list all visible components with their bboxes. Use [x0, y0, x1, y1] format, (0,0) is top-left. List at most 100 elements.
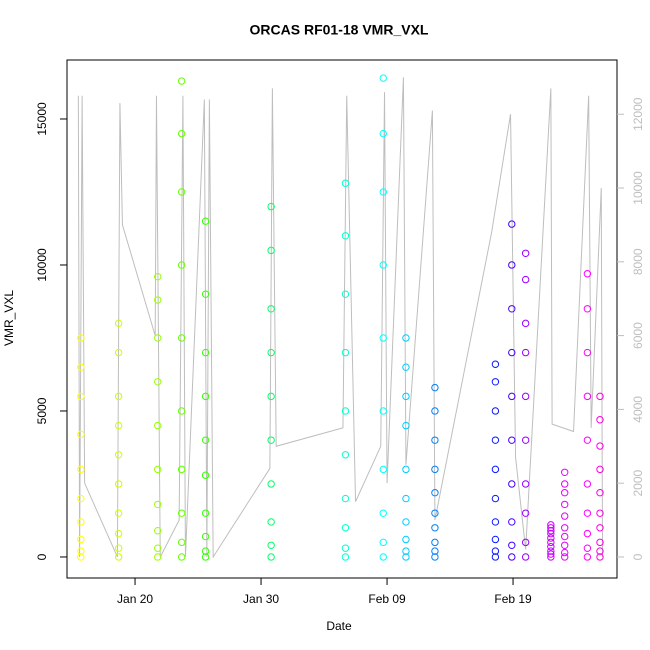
- data-point: [267, 392, 275, 401]
- data-point: [596, 442, 604, 450]
- data-point: [154, 526, 162, 535]
- data-point: [547, 521, 555, 529]
- data-point: [561, 548, 569, 557]
- data-point: [431, 465, 439, 474]
- data-point: [583, 529, 592, 538]
- data-point: [521, 538, 530, 547]
- data-point: [596, 392, 604, 401]
- data-point: [177, 261, 186, 269]
- data-point: [201, 532, 210, 541]
- y2-tick-label: 4000: [631, 396, 645, 423]
- data-point: [77, 547, 85, 555]
- x-tick-label: Feb 09: [368, 592, 406, 606]
- data-point: [77, 334, 85, 342]
- data-point: [379, 261, 387, 269]
- data-point: [154, 378, 162, 386]
- data-point: [596, 416, 604, 424]
- data-point: [177, 553, 186, 561]
- data-point: [431, 524, 439, 532]
- data-point: [583, 436, 592, 444]
- data-point: [177, 465, 186, 474]
- data-point: [267, 480, 275, 488]
- data-point: [201, 348, 210, 357]
- data-point: [154, 421, 162, 430]
- data-point: [583, 270, 592, 278]
- data-point: [402, 392, 410, 401]
- y2-tick-label: 6000: [631, 322, 645, 349]
- data-point: [379, 334, 387, 342]
- data-point: [402, 465, 410, 474]
- data-point: [561, 541, 569, 549]
- data-point: [521, 275, 530, 284]
- data-point: [201, 471, 210, 479]
- data-point: [77, 553, 85, 561]
- x-tick-label: Jan 30: [243, 592, 279, 606]
- data-point: [201, 290, 210, 298]
- data-point: [596, 509, 604, 517]
- data-point: [561, 500, 569, 509]
- data-point: [77, 535, 85, 544]
- data-point: [177, 538, 186, 547]
- data-point: [521, 319, 530, 328]
- data-point: [561, 553, 569, 561]
- data-point: [491, 378, 500, 386]
- data-point: [596, 524, 604, 532]
- data-point: [491, 547, 500, 555]
- data-point: [379, 407, 387, 415]
- data-point: [154, 553, 162, 561]
- data-point: [77, 363, 85, 371]
- data-point: [154, 272, 162, 281]
- data-point: [596, 547, 604, 555]
- data-point: [521, 509, 530, 517]
- data-point: [583, 348, 592, 357]
- data-point: [547, 547, 555, 555]
- data-point: [154, 334, 162, 342]
- data-point: [431, 383, 439, 392]
- data-point: [379, 538, 387, 547]
- data-point: [508, 348, 516, 357]
- data-point: [583, 553, 592, 561]
- y-tick-label: 10000: [35, 248, 49, 282]
- data-point: [154, 296, 162, 304]
- data-point: [267, 541, 275, 549]
- data-point: [561, 524, 569, 532]
- data-point: [508, 480, 516, 488]
- data-point: [341, 290, 350, 298]
- data-point: [521, 249, 530, 258]
- data-point: [267, 518, 275, 526]
- data-point: [267, 246, 275, 255]
- data-point: [561, 468, 569, 476]
- data-point: [491, 436, 500, 444]
- data-point: [154, 500, 162, 509]
- data-point: [402, 518, 410, 526]
- data-point: [114, 421, 123, 430]
- data-point: [77, 494, 85, 503]
- data-point: [402, 494, 410, 503]
- data-point: [431, 538, 439, 547]
- data-point: [583, 509, 592, 517]
- data-point: [379, 465, 387, 474]
- data-point: [201, 553, 210, 561]
- data-point: [547, 553, 555, 561]
- data-point: [379, 188, 387, 196]
- data-point: [267, 305, 275, 313]
- y2-tick-label: 12000: [631, 97, 645, 131]
- data-point: [379, 129, 387, 138]
- data-point: [267, 202, 275, 211]
- data-point: [341, 553, 350, 561]
- data-point: [402, 421, 410, 430]
- data-point: [508, 392, 516, 401]
- plot-frame: [66, 59, 618, 579]
- data-point: [379, 553, 387, 561]
- data-point: [177, 188, 186, 196]
- data-point: [341, 348, 350, 357]
- data-point: [583, 392, 592, 401]
- data-point: [402, 547, 410, 555]
- x-axis-label: Date: [326, 619, 352, 633]
- data-point: [596, 553, 604, 561]
- data-point: [431, 553, 439, 561]
- data-point: [267, 436, 275, 444]
- data-point: [561, 489, 569, 497]
